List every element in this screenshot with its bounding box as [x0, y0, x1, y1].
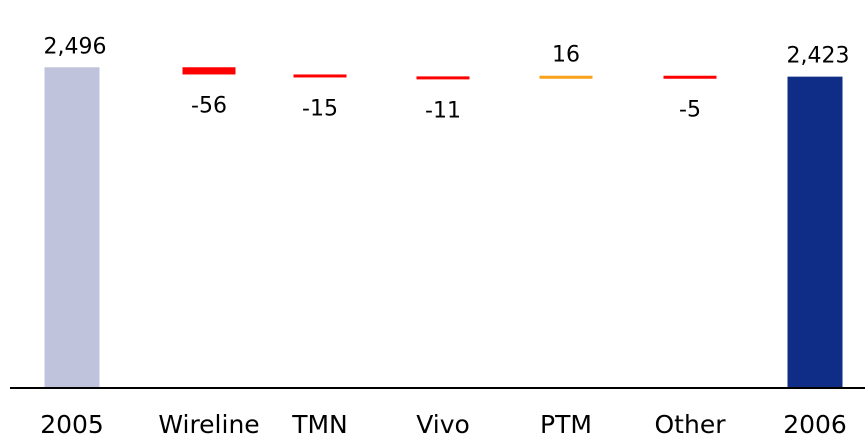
category-label-ptm: PTM [540, 410, 592, 439]
category-label-2005: 2005 [40, 410, 104, 439]
category-labels-group: 2005 Wireline TMN Vivo PTM Other 2006 [40, 410, 847, 439]
bar-vivo [416, 76, 470, 80]
bar-other [663, 75, 717, 79]
category-label-other: Other [655, 410, 727, 439]
value-label-ptm: 16 [552, 43, 580, 68]
value-label-2006: 2,423 [787, 44, 850, 69]
bar-2005 [44, 67, 100, 388]
category-label-tmn: TMN [291, 410, 348, 439]
category-label-vivo: Vivo [416, 410, 470, 439]
bar-ptm [539, 75, 593, 79]
value-label-wireline: -56 [191, 93, 227, 118]
bars-group [44, 67, 843, 388]
value-label-tmn: -15 [302, 96, 338, 121]
value-label-2005: 2,496 [44, 34, 107, 59]
category-label-wireline: Wireline [158, 410, 259, 439]
value-label-vivo: -11 [425, 98, 461, 123]
value-labels-group: 2,496 -56 -15 -11 16 -5 2,423 [44, 34, 850, 123]
bar-wireline [182, 67, 236, 75]
bar-tmn [293, 74, 347, 78]
bar-2006 [787, 76, 843, 388]
category-label-2006: 2006 [783, 410, 847, 439]
value-label-other: -5 [679, 98, 701, 123]
